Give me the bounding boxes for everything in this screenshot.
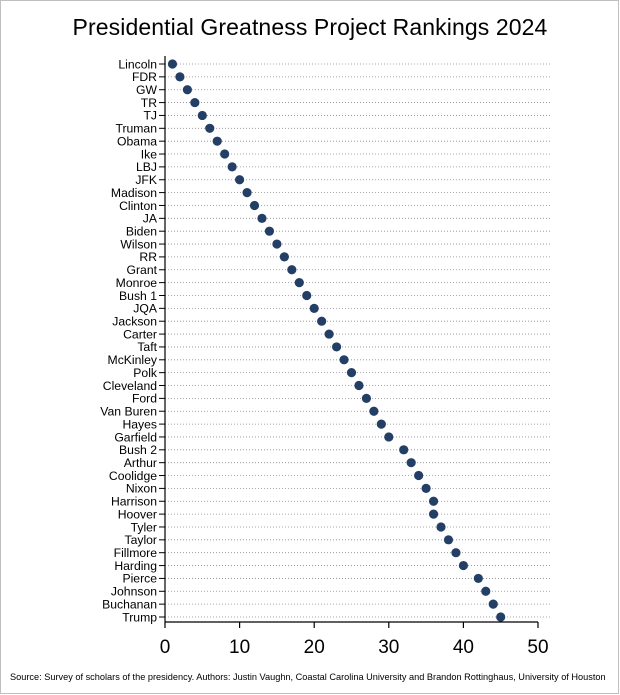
data-point: Harding: 40: [458, 560, 468, 571]
data-point: Buchanan: 44: [488, 599, 498, 609]
data-point: Pierce: 42: [473, 573, 483, 584]
y-tick-label: TJ: [143, 109, 157, 123]
data-point: Polk: 25: [346, 368, 357, 378]
data-point: JFK: 10: [235, 175, 245, 185]
y-tick-label: Harding: [114, 559, 157, 573]
y-tick-label: Bush 2: [119, 443, 157, 457]
x-tick-label: 0: [160, 637, 171, 658]
y-tick-label: JQA: [133, 302, 158, 316]
y-tick-label: Polk: [133, 366, 158, 380]
data-point: Taylor: 38: [443, 535, 454, 545]
y-tick-label: Wilson: [120, 237, 157, 251]
x-tick-label: 40: [453, 637, 474, 658]
data-point: Wilson: 15: [272, 239, 282, 249]
y-tick-label: Arthur: [124, 456, 157, 470]
y-tick-label: RR: [139, 250, 157, 264]
data-point: Bush 1: 19: [302, 290, 312, 301]
data-point: Ike: 8: [220, 149, 230, 159]
y-tick-label: Obama: [117, 134, 157, 148]
y-tick-label: Biden: [126, 224, 157, 238]
y-tick-label: TR: [141, 96, 157, 110]
data-point: Garfield: 30: [384, 432, 394, 442]
data-point: Bush 2: 32: [399, 445, 409, 455]
y-tick-label: Monroe: [116, 276, 158, 290]
x-tick-label: 10: [229, 637, 250, 658]
data-point: Monroe: 18: [294, 278, 304, 288]
data-point: TJ: 5: [197, 110, 207, 121]
data-point: RR: 16: [279, 252, 289, 262]
x-tick-label: 50: [527, 637, 548, 658]
y-tick-label: Garfield: [114, 430, 157, 444]
x-tick-label: 30: [378, 637, 399, 658]
y-tick-label: Nixon: [126, 482, 157, 496]
y-tick-label: Hayes: [122, 417, 157, 431]
y-tick-label: Hoover: [118, 507, 157, 521]
y-tick-label: Coolidge: [109, 469, 157, 483]
y-tick-label: FDR: [132, 70, 157, 84]
y-tick-label: Harrison: [111, 495, 157, 509]
data-point: JQA: 20: [309, 303, 319, 313]
chart-title: Presidential Greatness Project Rankings …: [72, 14, 548, 40]
y-tick-label: Fillmore: [114, 546, 158, 560]
data-point: Van Buren: 28: [369, 406, 379, 416]
data-point: Johnson: 43: [481, 586, 491, 596]
y-tick-label: Jackson: [112, 315, 157, 329]
data-point: Coolidge: 34: [414, 470, 424, 481]
y-tick-label: Pierce: [122, 572, 157, 586]
y-tick-label: Van Buren: [100, 405, 157, 419]
data-point: Taft: 23: [331, 342, 342, 352]
data-point: Lincoln: 1: [167, 59, 178, 69]
y-tick-label: Clinton: [119, 199, 157, 213]
data-point: Cleveland: 26: [354, 380, 364, 391]
data-point: Carter: 22: [324, 329, 334, 339]
y-tick-label: Madison: [111, 186, 157, 200]
data-point: Jackson: 21: [317, 316, 327, 326]
data-point: Truman: 6: [205, 123, 215, 133]
data-point: Obama: 7: [212, 136, 222, 146]
data-point: TR: 4: [190, 97, 200, 108]
data-point: Trump: 45: [496, 612, 506, 622]
data-point: Fillmore: 39: [451, 548, 461, 558]
y-tick-label: Johnson: [111, 585, 157, 599]
source-note: Source: Survey of scholars of the presid…: [10, 672, 606, 682]
x-tick-label: 20: [304, 637, 325, 658]
y-tick-label: Taft: [137, 340, 157, 354]
y-tick-label: Cleveland: [103, 379, 157, 393]
y-tick-label: Taylor: [124, 533, 157, 547]
y-tick-label: GW: [136, 83, 157, 97]
data-point: GW: 3: [182, 85, 192, 95]
data-point: Clinton: 12: [249, 200, 260, 211]
y-tick-label: Ford: [132, 392, 157, 406]
y-tick-label: Bush 1: [119, 289, 157, 303]
data-point: FDR: 2: [175, 72, 185, 82]
y-tick-label: Grant: [127, 263, 158, 277]
y-tick-label: JA: [143, 212, 158, 226]
data-point: Hoover: 36: [428, 509, 439, 519]
data-point: McKinley: 24: [339, 355, 349, 365]
y-tick-label: Trump: [122, 610, 157, 624]
data-point: Grant: 17: [287, 265, 297, 275]
data-point: Arthur: 33: [406, 458, 416, 468]
y-tick-label: McKinley: [108, 353, 158, 367]
y-tick-label: Truman: [115, 122, 157, 136]
data-point: Ford: 27: [361, 393, 372, 403]
data-point: Tyler: 37: [436, 522, 446, 532]
y-tick-label: Lincoln: [118, 57, 157, 71]
y-tick-label: JFK: [135, 173, 157, 187]
y-tick-label: LBJ: [136, 160, 157, 174]
data-point: JA: 13: [257, 213, 267, 223]
data-point: Madison: 11: [242, 188, 252, 198]
data-point: Harrison: 36: [428, 496, 439, 506]
y-tick-label: Ike: [141, 147, 157, 161]
data-point: Hayes: 29: [376, 419, 386, 429]
y-tick-label: Buchanan: [102, 597, 157, 611]
data-point: Biden: 14: [264, 226, 275, 236]
data-point: LBJ: 9: [227, 162, 237, 172]
y-tick-label: Tyler: [131, 520, 157, 534]
data-point: Nixon: 35: [421, 483, 431, 493]
y-tick-label: Carter: [123, 327, 157, 341]
